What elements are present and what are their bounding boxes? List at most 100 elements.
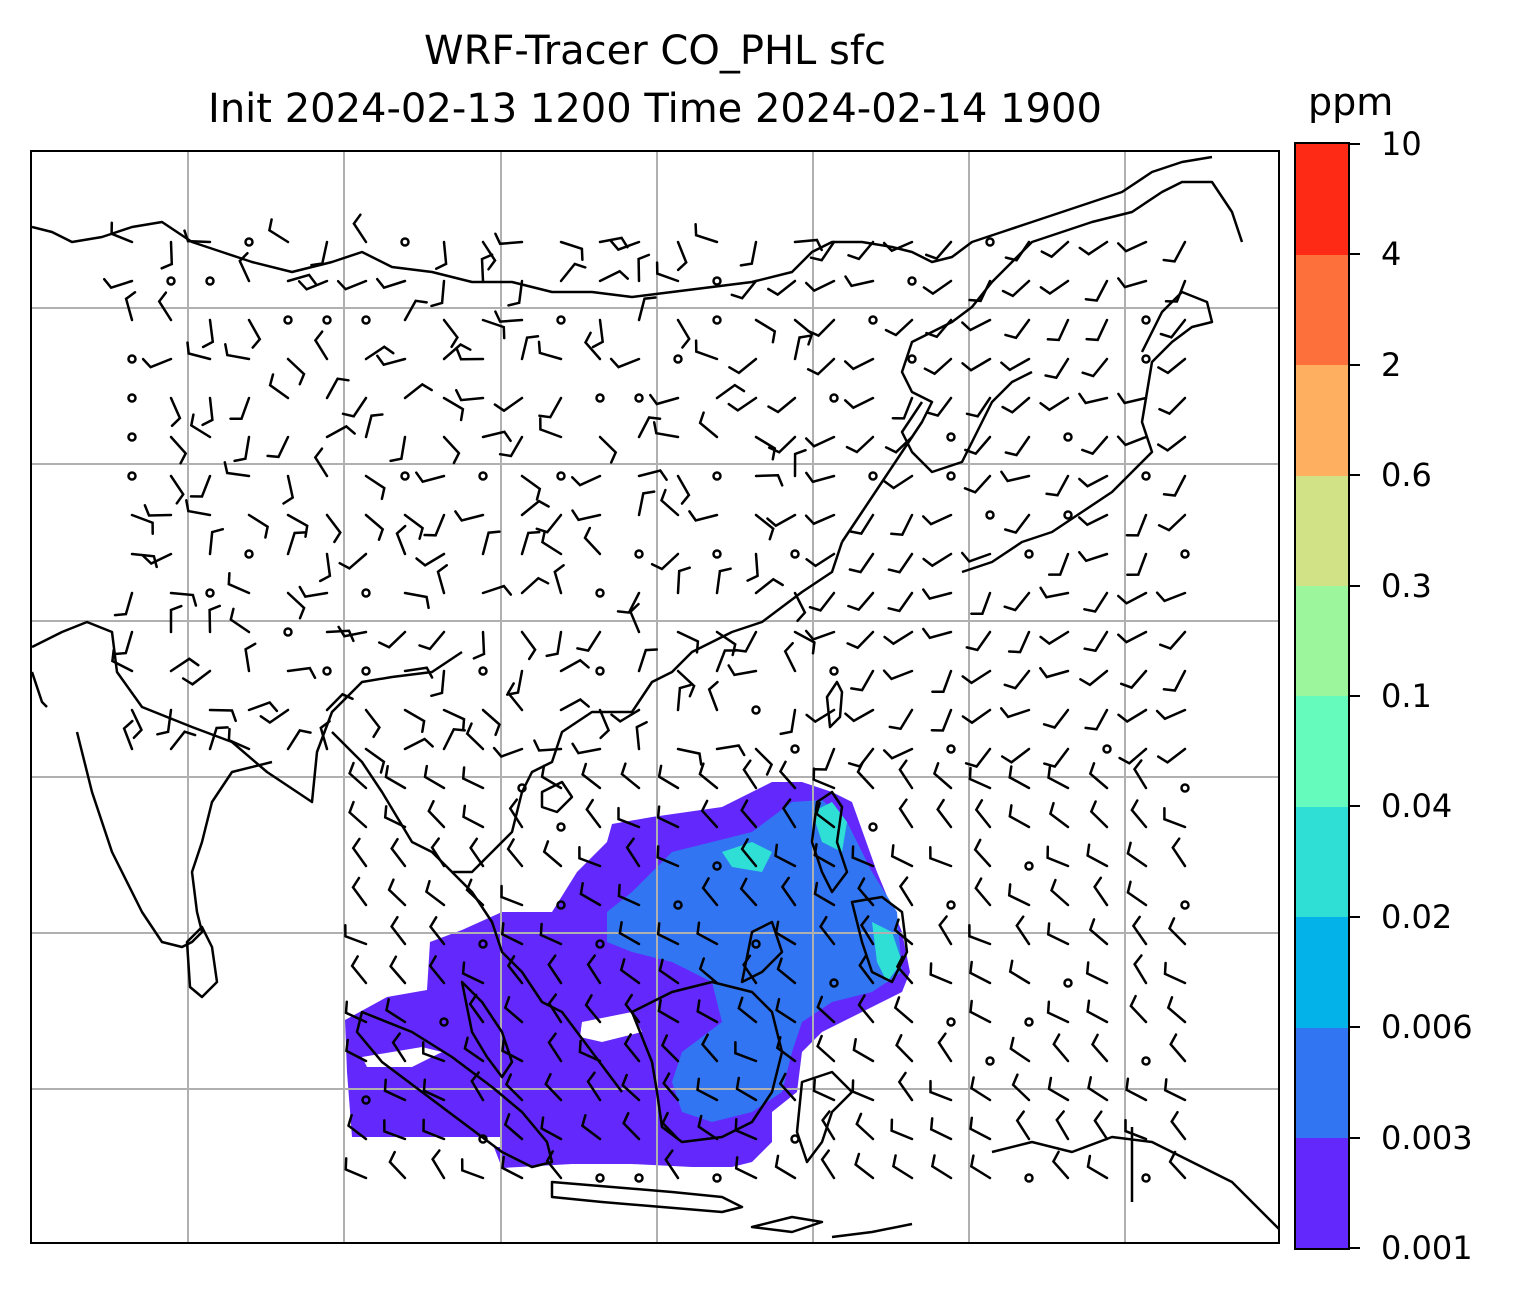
wind-barb <box>848 552 875 574</box>
map-canvas <box>32 152 1278 1242</box>
wind-barb <box>964 435 992 456</box>
wind-barb <box>501 1038 524 1063</box>
calm-marker <box>712 549 722 559</box>
wind-barb <box>319 719 331 751</box>
wind-barb <box>857 877 875 907</box>
wind-barb <box>442 435 461 465</box>
wind-barb <box>793 238 823 252</box>
wind-barb <box>931 669 953 694</box>
calm-marker <box>556 900 566 910</box>
wind-barb <box>244 642 257 673</box>
map-title: WRF-Tracer CO_PHL sfc <box>424 28 886 74</box>
wind-barb <box>766 513 797 528</box>
wind-barb <box>183 229 212 244</box>
calm-marker <box>751 705 761 715</box>
wind-barb <box>964 747 992 768</box>
wind-barb <box>637 648 659 673</box>
wind-barb <box>898 759 914 790</box>
wind-barb <box>1163 961 1187 985</box>
wind-barb <box>754 474 784 487</box>
coastline-hainan <box>540 780 574 814</box>
wind-barb <box>884 435 914 454</box>
calm-marker <box>712 1173 722 1183</box>
calm-marker <box>1141 1173 1151 1183</box>
wind-barb <box>921 513 953 526</box>
colorbar-unit: ppm <box>1308 80 1394 124</box>
calm-marker <box>712 315 722 325</box>
wind-barb <box>313 447 329 478</box>
calm-marker <box>361 666 371 676</box>
wind-barb <box>657 998 680 1024</box>
coastline-java <box>550 1180 744 1214</box>
wind-barb <box>535 513 563 534</box>
wind-barb <box>344 1157 368 1180</box>
wind-barb <box>1055 1110 1070 1141</box>
wind-barb <box>1001 396 1031 414</box>
wind-barb <box>857 994 875 1024</box>
wind-barb <box>1093 876 1109 907</box>
calm-marker <box>712 276 722 286</box>
wind-barb <box>268 373 290 400</box>
wind-barb <box>503 996 524 1024</box>
wind-barb <box>1083 591 1109 613</box>
wind-barb <box>775 997 797 1024</box>
wind-barb <box>812 1078 836 1102</box>
calm-marker <box>556 822 566 832</box>
wind-barb <box>965 396 992 418</box>
calm-marker <box>478 1134 488 1144</box>
wind-barb <box>383 1078 407 1102</box>
wind-barb <box>348 761 368 790</box>
wind-barb <box>676 318 691 349</box>
wind-barb <box>694 339 719 361</box>
wind-barb <box>697 1114 719 1141</box>
wind-barb <box>189 413 212 439</box>
wind-barb <box>922 552 953 568</box>
wind-barb <box>891 396 914 420</box>
wind-barb <box>1088 762 1109 790</box>
wind-barb <box>500 922 524 946</box>
wind-barb <box>676 683 692 712</box>
wind-barb <box>506 682 524 712</box>
calm-marker <box>907 276 917 286</box>
wind-barb <box>1132 759 1148 790</box>
wind-barb <box>1171 837 1187 868</box>
calm-marker <box>244 549 254 559</box>
wind-barb <box>727 396 758 412</box>
wind-barb <box>1157 513 1187 532</box>
wind-barb <box>1119 669 1148 690</box>
calm-marker <box>127 471 137 481</box>
wind-barb <box>431 1149 446 1180</box>
calm-marker <box>946 471 956 481</box>
wind-barb <box>852 1037 875 1063</box>
wind-barb <box>1000 357 1031 372</box>
calm-marker <box>478 666 488 676</box>
wind-barb <box>1117 630 1148 644</box>
wind-barb <box>461 961 485 985</box>
wind-barb <box>616 591 641 614</box>
wind-barb <box>688 510 719 522</box>
wind-barb <box>1001 279 1031 298</box>
wind-barb <box>442 708 466 732</box>
wind-barb <box>418 630 446 651</box>
wind-barb <box>520 630 537 661</box>
wind-barb <box>585 798 602 829</box>
wind-barb <box>493 396 524 413</box>
colorbar-tick <box>1350 915 1360 918</box>
wind-barb <box>185 499 212 517</box>
wind-barb <box>390 915 407 946</box>
wind-barb <box>266 435 290 459</box>
colorbar-tick <box>1350 1247 1360 1249</box>
wind-barb <box>844 275 875 288</box>
wind-barb <box>1116 435 1148 447</box>
wind-barb <box>715 744 746 757</box>
wind-barb <box>351 837 368 868</box>
colorbar-tick <box>1350 805 1360 808</box>
wind-barb <box>545 630 563 658</box>
wind-barb <box>598 269 630 283</box>
wind-barb <box>1090 1033 1109 1063</box>
wind-barb <box>422 1078 446 1102</box>
wind-barb <box>858 954 875 985</box>
wind-barb <box>124 291 137 322</box>
wind-barb <box>547 954 563 985</box>
calm-marker <box>907 354 917 364</box>
